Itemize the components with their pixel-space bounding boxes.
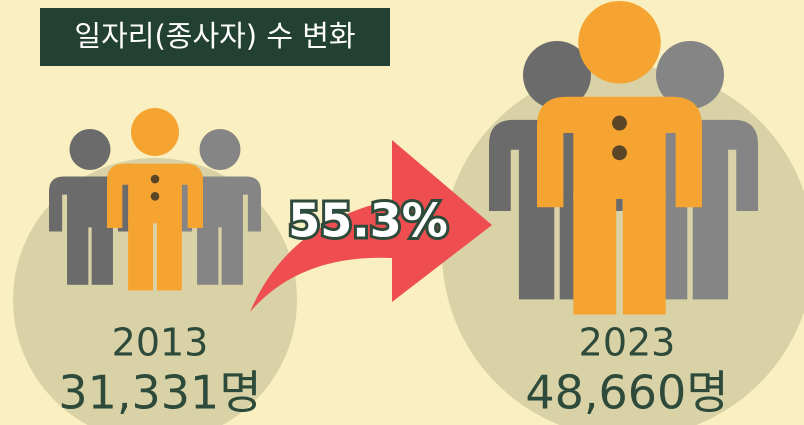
title: 일자리(종사자) 수 변화 — [74, 19, 355, 53]
count-before: 31,331명 — [58, 366, 261, 420]
year-before: 2013 — [112, 321, 209, 365]
title-box — [40, 8, 390, 66]
year-after: 2023 — [579, 321, 676, 365]
change-label: 55.3% — [288, 194, 448, 248]
growth-arrow — [250, 140, 492, 312]
count-after: 48,660명 — [525, 366, 728, 420]
